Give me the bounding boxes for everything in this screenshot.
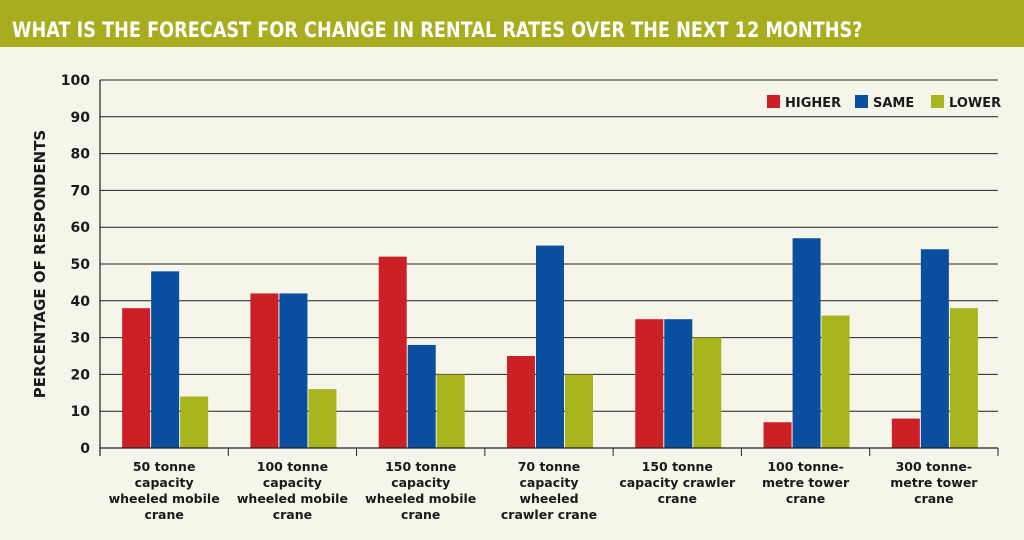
- x-tick-label: wheeled mobile: [237, 491, 348, 506]
- y-tick-label: 80: [71, 147, 91, 163]
- bar-higher: [378, 256, 407, 448]
- bar-lower: [821, 315, 850, 448]
- bar-higher: [507, 356, 535, 448]
- y-axis-label: PERCENTAGE OF RESPONDENTS: [31, 130, 49, 398]
- bar-higher: [635, 319, 664, 448]
- x-tick-label: 300 tonne-: [896, 459, 972, 474]
- bar-same: [664, 319, 693, 448]
- legend-swatch-lower: [931, 95, 944, 108]
- bar-lower: [949, 308, 978, 448]
- bar-same: [536, 245, 564, 448]
- x-tick-label: 150 tonne: [642, 459, 713, 474]
- y-tick-label: 50: [71, 257, 91, 273]
- x-tick-label: wheeled mobile: [365, 491, 476, 506]
- bar-same: [792, 238, 821, 448]
- legend-label-lower: LOWER: [949, 96, 1001, 111]
- x-tick-label: crawler crane: [501, 507, 597, 522]
- chart-title: WHAT IS THE FORECAST FOR CHANGE IN RENTA…: [12, 18, 863, 42]
- y-tick-label: 20: [71, 367, 91, 383]
- x-tick-label: crane: [144, 507, 183, 522]
- bar-higher: [891, 418, 920, 448]
- x-tick-label: crane: [786, 491, 825, 506]
- y-tick-label: 60: [71, 220, 91, 236]
- x-tick-label: metre tower: [762, 475, 850, 490]
- y-tick-label: 70: [71, 183, 91, 199]
- legend-label-same: SAME: [873, 96, 914, 111]
- x-tick-label: crane: [273, 507, 312, 522]
- bar-higher: [250, 293, 279, 448]
- bar-lower: [436, 374, 465, 448]
- bar-same: [407, 344, 436, 448]
- bar-same: [920, 249, 949, 448]
- x-tick-label: metre tower: [890, 475, 978, 490]
- x-tick-label: 150 tonne: [385, 459, 456, 474]
- x-tick-label: capacity: [519, 475, 578, 490]
- legend-swatch-same: [855, 95, 868, 108]
- legend-label-higher: HIGHER: [785, 96, 841, 111]
- y-tick-label: 100: [61, 73, 90, 89]
- bar-same: [151, 271, 180, 448]
- y-tick-label: 10: [71, 404, 91, 420]
- bar-lower: [565, 374, 593, 448]
- x-tick-label: crane: [914, 491, 953, 506]
- bar-higher: [122, 308, 151, 448]
- x-tick-label: capacity: [135, 475, 194, 490]
- bar-same: [279, 293, 308, 448]
- x-tick-label: wheeled mobile: [109, 491, 220, 506]
- x-tick-label: 50 tonne: [133, 459, 196, 474]
- bar-lower: [308, 389, 337, 448]
- x-tick-label: crane: [658, 491, 697, 506]
- x-tick-label: 70 tonne: [518, 459, 581, 474]
- x-tick-label: crane: [401, 507, 440, 522]
- bar-higher: [763, 422, 792, 448]
- bar-lower: [693, 337, 722, 448]
- y-tick-label: 40: [71, 294, 91, 310]
- x-tick-label: 100 tonne: [257, 459, 328, 474]
- x-tick-label: capacity: [391, 475, 450, 490]
- x-tick-label: 100 tonne-: [767, 459, 843, 474]
- x-tick-label: capacity: [263, 475, 322, 490]
- header-bar: WHAT IS THE FORECAST FOR CHANGE IN RENTA…: [0, 0, 1024, 47]
- x-tick-label: wheeled: [519, 491, 578, 506]
- x-tick-label: capacity crawler: [619, 475, 736, 490]
- legend-swatch-higher: [767, 95, 780, 108]
- y-tick-label: 90: [71, 110, 91, 126]
- y-tick-label: 0: [80, 441, 90, 457]
- y-tick-label: 30: [71, 331, 91, 347]
- bar-lower: [180, 396, 209, 448]
